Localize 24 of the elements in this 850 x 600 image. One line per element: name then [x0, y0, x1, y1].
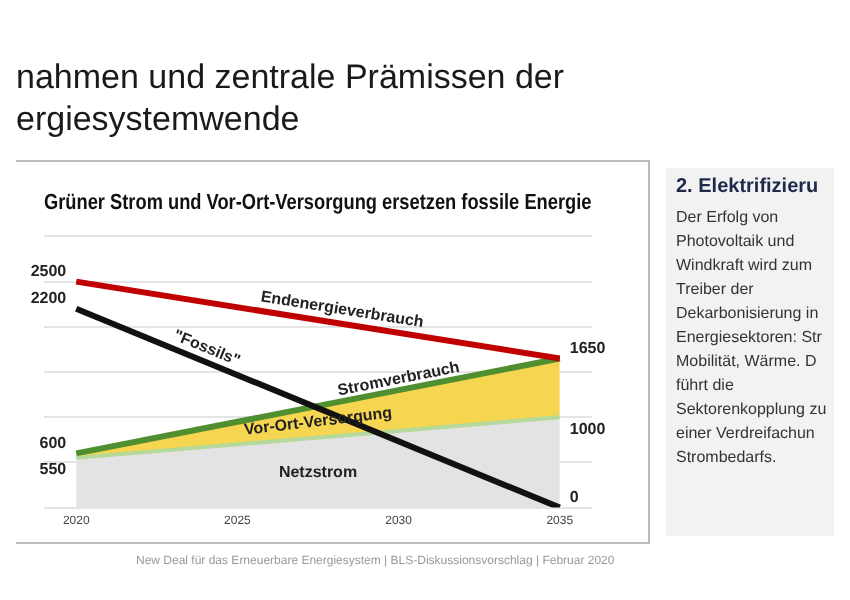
chart-title: Grüner Strom und Vor-Ort-Versorgung ersetzen fossile Energie [44, 191, 593, 216]
text: Dekarbonisierung in [676, 302, 821, 326]
data-label: 2500 [30, 262, 68, 281]
text: Sektorenkopplung zu [676, 398, 829, 422]
text: Treiber der [676, 278, 756, 302]
data-label: 1650 [569, 338, 607, 357]
text: 2. Elektrifizieru [676, 176, 821, 198]
text: Strombedarfs. [676, 446, 779, 470]
data-label: 0 [569, 488, 580, 507]
data-label: 1000 [569, 419, 607, 438]
data-label: 550 [39, 460, 68, 479]
data-label: 600 [39, 433, 68, 452]
text: ergiesystemwende [16, 98, 302, 140]
text: Mobilität, Wärme. D [676, 350, 819, 374]
text: Windkraft wird zum [676, 254, 815, 278]
text: Der Erfolg von [676, 206, 781, 230]
text: Energiesektoren: Str [676, 326, 824, 350]
text: führt die [676, 374, 736, 398]
text: einer Verdreifachun [676, 422, 817, 446]
series-label: Vor-Ort-Versorgung [243, 403, 394, 439]
series-label: Netzstrom [278, 462, 358, 481]
text: Photovoltaik und [676, 230, 797, 254]
text: nahmen und zentrale Prämissen der [16, 56, 565, 98]
data-label: 2200 [30, 289, 68, 308]
